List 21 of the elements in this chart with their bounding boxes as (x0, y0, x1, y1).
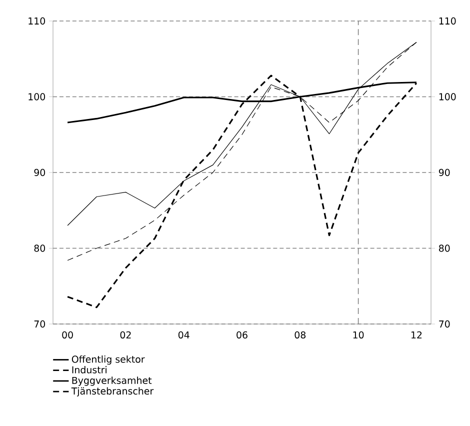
x-tick-label: 12 (411, 331, 422, 338)
legend-label: Industri (72, 366, 106, 374)
x-tick-label: 02 (120, 331, 131, 339)
x-tick-label: 08 (294, 331, 306, 339)
y-tick-label: 90 (34, 168, 46, 176)
y-tick-label: 70 (34, 320, 46, 328)
y2-tick-label: 80 (438, 244, 450, 252)
y-tick-label: 110 (28, 17, 46, 25)
y2-tick-label: 110 (439, 17, 456, 25)
legend-label: Tjänstebranscher (71, 387, 154, 396)
y2-tick-label: 100 (439, 93, 456, 100)
y2-tick-label: 70 (439, 320, 450, 328)
y-tick-label: 100 (28, 93, 46, 100)
legend-label: Offentlig sektor (72, 355, 145, 365)
x-tick-label: 06 (236, 331, 248, 339)
x-tick-label: 10 (353, 331, 364, 339)
y-tick-label: 80 (34, 244, 46, 252)
x-tick-label: 00 (62, 331, 73, 339)
y2-tick-label: 90 (438, 168, 450, 176)
x-tick-label: 04 (178, 331, 190, 339)
legend-label: Byggverksamhet (72, 376, 152, 386)
